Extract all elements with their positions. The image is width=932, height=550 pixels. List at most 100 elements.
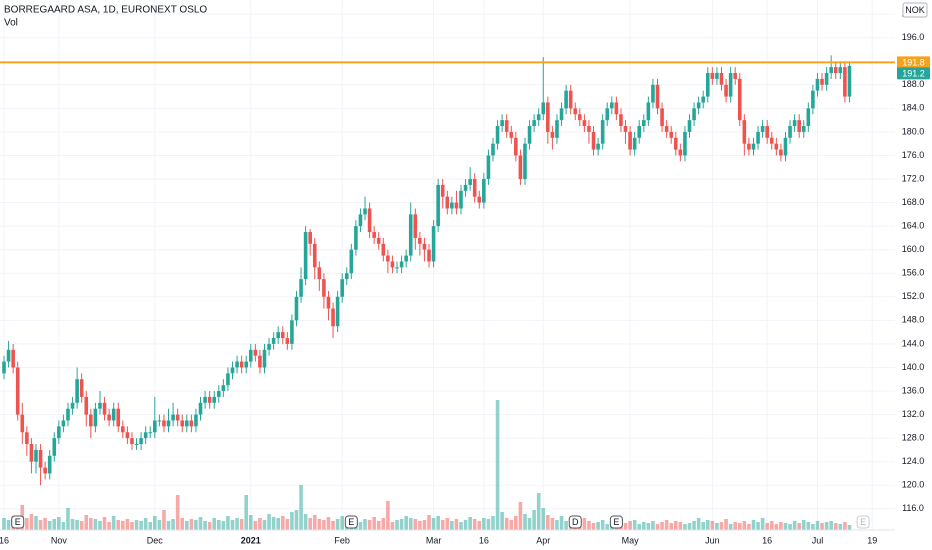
candle-body [216,391,221,397]
candle-body [130,438,134,445]
candle-body [47,455,52,474]
volume-bar [500,512,504,530]
volume-bar [632,520,637,530]
candle-body [376,237,381,244]
candle-body [459,190,463,209]
candle-body [134,444,139,446]
volume-bar [436,516,440,530]
volume-bar [797,523,801,530]
candle-body [440,184,445,197]
volume-bar [669,523,674,530]
volume-bar [532,510,536,530]
candle-body [491,143,495,156]
volume-bar [381,518,386,530]
candle-body [93,408,98,427]
volume-bar [303,514,308,530]
volume-bar [52,519,57,530]
candle-body [280,332,285,339]
volume-bar [38,520,43,530]
candle-body [107,414,111,421]
candle-body [500,120,504,127]
volume-bar [815,521,820,530]
candle-body [262,349,267,368]
volume-bar [806,522,811,530]
volume-bar [276,518,280,530]
hline-price-label: 191.8 [902,57,925,67]
candle-body [198,402,203,415]
candle-body [573,108,578,115]
volume-bar [719,522,724,530]
volume-bar [248,515,253,530]
candle-body [696,102,701,109]
volume-bar [267,514,271,530]
candle-body [555,120,559,138]
candle-body [399,261,404,268]
volume-bar [504,518,509,530]
y-tick-label: 136.0 [902,385,925,395]
candle-body [66,408,70,421]
candle-body [276,332,280,339]
volume-bar [189,519,194,530]
candle-body [733,73,737,79]
candle-body [148,432,153,434]
volume-bar [153,516,157,530]
candle-body [367,208,372,233]
x-tick-label: Jun [705,535,720,545]
candle-body [235,361,239,368]
y-tick-label: 116.0 [902,503,924,513]
candle-body [710,73,715,79]
event-badge [609,515,623,529]
volume-bar [258,518,262,530]
candle-body [765,126,769,138]
volume-bar [185,521,189,530]
candle-body [843,67,847,97]
x-tick-label: 16 [479,535,489,545]
candle-body [614,102,619,115]
volume-bar [779,522,783,530]
candle-body [687,120,692,132]
volume-bar [171,519,175,530]
volume-bar [395,520,399,530]
candle-body [25,432,29,445]
event-label: E [348,517,354,527]
volume-bar [322,520,326,530]
volume-bar [143,518,148,530]
candles [2,55,852,486]
candle-body [756,131,760,144]
candle-body [413,214,418,238]
candle-body [139,438,143,445]
candle-body [349,249,354,274]
candle-body [683,131,687,156]
volume-bar [628,521,632,530]
candle-body [89,414,93,427]
y-tick-label: 184.0 [902,103,925,113]
volume-bar [308,518,312,530]
candle-body [230,367,235,374]
y-tick-label: 120.0 [902,480,925,490]
x-tick-label: Mar [426,535,442,545]
candle-body [203,396,207,403]
candle-body [358,214,363,227]
volume-bar [422,520,427,530]
volume-bar [450,521,454,530]
volume-bar [29,514,34,530]
volume-bar [358,522,363,530]
x-tick-label: Apr [536,535,550,545]
y-tick-label: 188.0 [902,79,925,89]
volume-bar [715,523,719,530]
volume-bar [340,516,344,530]
x-tick-label: Nov [51,535,68,545]
volume-bar [587,521,591,530]
volume-bar [637,524,642,530]
candle-body [166,420,171,427]
volume-bar [198,517,203,530]
volume-bar [660,522,664,530]
candle-body [299,279,303,297]
candle-body [271,338,276,344]
candle-body [847,65,852,97]
candle-body [550,131,555,138]
volume-bar [212,518,217,530]
